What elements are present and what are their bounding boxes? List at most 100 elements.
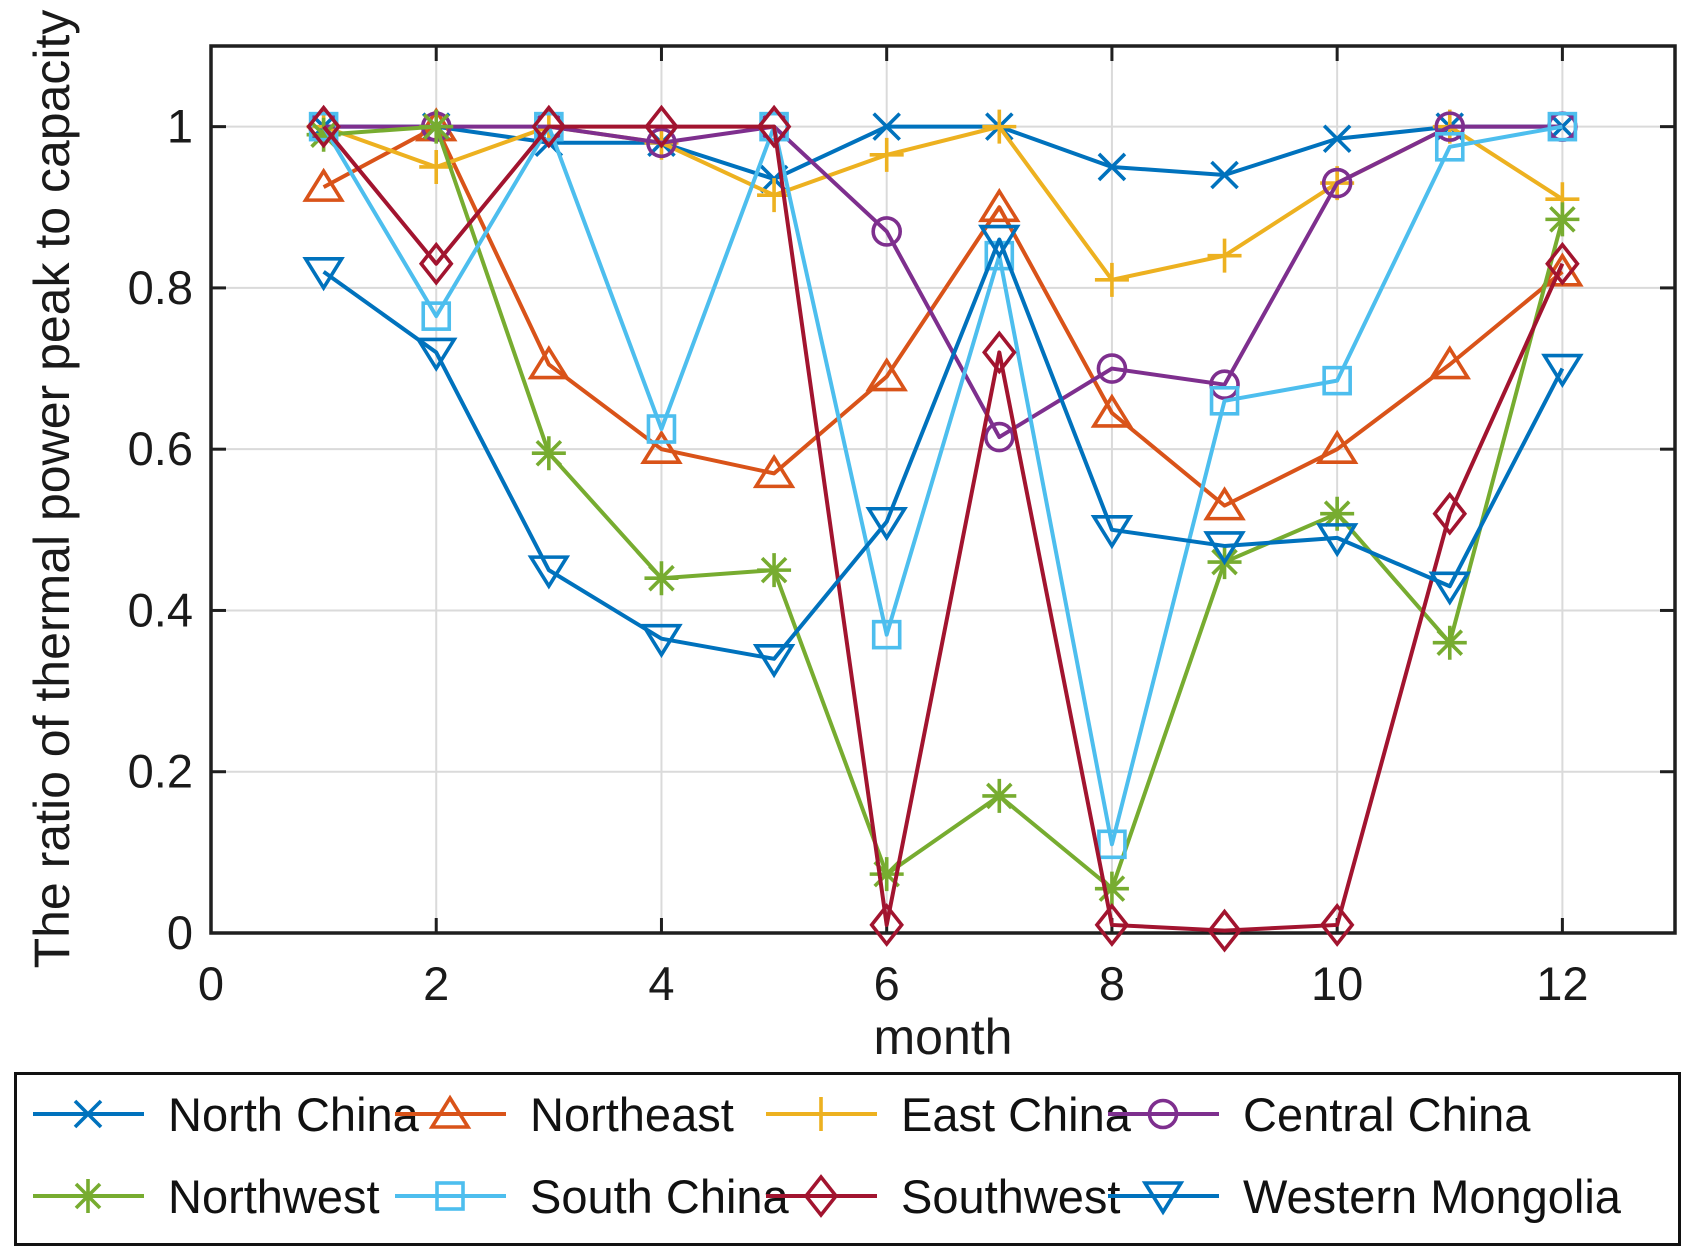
legend-item-north-china: North China xyxy=(31,1087,419,1141)
circle-marker xyxy=(1434,111,1466,142)
y-axis-label: The ratio of thermal power peak to capac… xyxy=(24,9,80,969)
y-tick-label: 0.6 xyxy=(128,422,193,475)
circle-marker xyxy=(871,216,902,247)
x-marker xyxy=(872,112,901,141)
x-marker xyxy=(1210,160,1239,190)
legend-item-southwest: Southwest xyxy=(764,1169,1121,1223)
legend-label-south-china: South China xyxy=(530,1169,789,1223)
triangle-down-marker xyxy=(752,644,796,679)
x-axis-label: month xyxy=(873,1009,1013,1065)
axis-ticks xyxy=(209,46,1675,935)
legend-label-western-mongolia: Western Mongolia xyxy=(1243,1169,1621,1223)
x-tick-label: 8 xyxy=(1099,957,1125,1010)
asterisk-icon xyxy=(71,1179,105,1213)
triangle-down-marker xyxy=(527,555,571,590)
diamond-marker xyxy=(1545,241,1580,286)
triangle-down-marker xyxy=(1315,523,1359,558)
series-western-mongolia xyxy=(302,224,1584,679)
square-marker xyxy=(1209,385,1240,416)
legend-item-northeast: Northeast xyxy=(393,1087,734,1141)
x-marker xyxy=(1097,152,1127,182)
triangle-down-marker xyxy=(1428,571,1472,606)
triangle-up-marker xyxy=(640,429,683,464)
legend-label-southwest: Southwest xyxy=(901,1169,1121,1223)
asterisk-marker xyxy=(531,436,566,471)
y-tick-label: 0.8 xyxy=(128,261,193,314)
legend: North China Northeast East China Central Ch… xyxy=(14,1072,1681,1246)
asterisk-marker xyxy=(644,561,679,596)
diamond-marker xyxy=(1207,908,1242,953)
series-line xyxy=(322,124,1564,508)
series-northwest xyxy=(306,109,1580,906)
legend-label-northeast: Northeast xyxy=(530,1087,734,1141)
plus-marker xyxy=(1207,238,1242,273)
y-tick-label: 0.4 xyxy=(128,583,193,636)
asterisk-marker xyxy=(1094,871,1129,906)
x-marker xyxy=(1322,124,1352,154)
triangle-down-marker xyxy=(640,623,683,659)
circle-marker xyxy=(1209,369,1240,400)
legend-label-east-china: East China xyxy=(901,1087,1131,1141)
triangle-down-marker xyxy=(1541,353,1584,388)
legend-sample-northeast xyxy=(395,1094,506,1129)
series-line xyxy=(322,124,1564,282)
y-tick-label: 1 xyxy=(167,100,193,153)
square-marker xyxy=(1097,829,1127,860)
asterisk-marker xyxy=(1432,625,1467,660)
legend-sample-north-china xyxy=(33,1099,144,1129)
asterisk-marker xyxy=(419,109,454,144)
asterisk-marker xyxy=(869,857,904,892)
square-marker xyxy=(421,301,452,331)
square-marker xyxy=(646,414,677,444)
square-marker xyxy=(1322,365,1352,396)
legend-label-northwest: Northwest xyxy=(168,1169,380,1223)
square-icon xyxy=(435,1181,465,1211)
plus-marker xyxy=(419,149,454,184)
circle-marker xyxy=(646,127,677,159)
triangle-down-marker xyxy=(865,506,908,542)
x-tick-label: 0 xyxy=(198,957,224,1010)
triangle-down-marker xyxy=(1090,515,1134,550)
diamond-icon xyxy=(803,1174,839,1218)
square-marker xyxy=(1547,111,1578,142)
diamond-marker xyxy=(1319,903,1355,947)
triangle-up-marker xyxy=(1203,486,1246,521)
plus-marker xyxy=(1094,262,1129,297)
legend-item-east-china: East China xyxy=(764,1087,1131,1141)
y-tick-label: 0 xyxy=(167,906,193,959)
triangle-up-marker xyxy=(752,453,796,489)
series-south-china xyxy=(308,111,1578,860)
triangle-up-marker xyxy=(527,345,571,380)
legend-label-north-china: North China xyxy=(168,1087,419,1141)
x-tick-label: 6 xyxy=(874,957,900,1010)
triangle-up-icon xyxy=(428,1094,472,1129)
series-northeast xyxy=(302,107,1584,521)
square-marker xyxy=(871,619,902,650)
legend-item-western-mongolia: Western Mongolia xyxy=(1106,1169,1621,1223)
legend-sample-south-china xyxy=(395,1181,506,1211)
diamond-marker xyxy=(982,330,1017,375)
diamond-marker xyxy=(756,104,792,149)
square-marker xyxy=(1434,131,1465,162)
x-icon xyxy=(73,1099,103,1129)
series-line xyxy=(323,124,1565,891)
triangle-up-marker xyxy=(302,167,345,202)
x-tick-label: 12 xyxy=(1536,957,1588,1010)
x-tick-label: 10 xyxy=(1311,957,1363,1010)
x-tick-label: 4 xyxy=(648,957,674,1010)
diamond-marker xyxy=(306,104,341,149)
legend-item-northwest: Northwest xyxy=(31,1169,380,1223)
asterisk-marker xyxy=(1545,202,1580,237)
legend-item-central-china: Central China xyxy=(1106,1088,1530,1141)
triangle-down-icon xyxy=(1141,1181,1185,1216)
gridlines xyxy=(211,46,1675,933)
triangle-up-marker xyxy=(1090,393,1134,428)
legend-sample-western-mongolia xyxy=(1108,1181,1219,1216)
triangle-down-marker xyxy=(414,337,458,372)
tick-labels: 0 2 4 6 8 10 12 0 0.2 0.4 0.6 0.8 1 xyxy=(128,100,1589,1010)
series-southwest xyxy=(306,104,1580,953)
triangle-down-marker xyxy=(978,224,1021,259)
series-line xyxy=(322,124,1565,933)
series-line xyxy=(321,124,1563,847)
asterisk-marker xyxy=(1320,496,1355,531)
